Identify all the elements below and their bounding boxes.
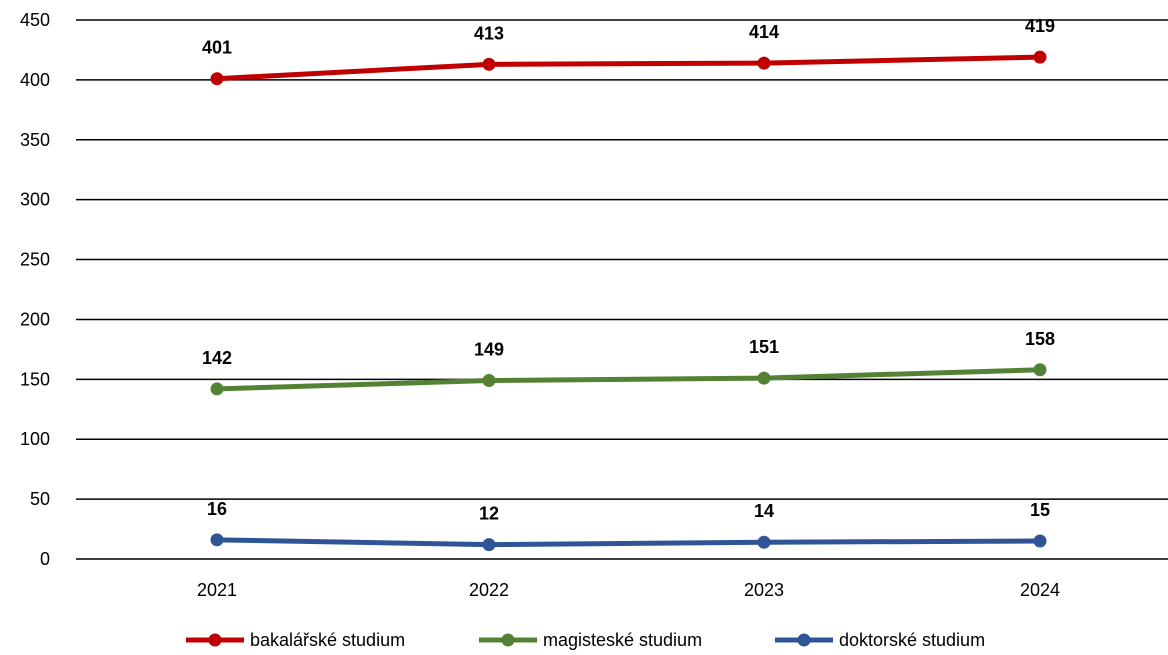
y-tick-label: 300: [20, 190, 50, 210]
data-label: 401: [202, 38, 232, 58]
data-point: [210, 533, 224, 547]
data-point: [1033, 50, 1047, 64]
data-point: [210, 72, 224, 86]
legend-label: bakalářské studium: [250, 630, 405, 650]
data-point: [482, 538, 496, 552]
data-label: 158: [1025, 329, 1055, 349]
data-label: 14: [754, 501, 774, 521]
data-label: 149: [474, 340, 504, 360]
data-label: 413: [474, 23, 504, 43]
series-line: [216, 537, 1041, 548]
data-label: 142: [202, 348, 232, 368]
legend-marker: [797, 633, 811, 647]
data-labels: 401 413 414 419 142 149 151 158 16 12 14 15: [202, 16, 1055, 523]
legend-marker: [501, 633, 515, 647]
y-tick-label: 0: [40, 549, 50, 569]
y-tick-label: 200: [20, 309, 50, 329]
y-tick-label: 150: [20, 369, 50, 389]
legend: bakalářské studium magisteské studium dokt…: [186, 630, 985, 650]
x-tick-label: 2022: [469, 580, 509, 600]
data-label: 414: [749, 22, 779, 42]
data-point: [757, 535, 771, 549]
y-tick-label: 450: [20, 10, 50, 30]
data-label: 419: [1025, 16, 1055, 36]
y-tick-label: 350: [20, 130, 50, 150]
y-tick-label: 50: [30, 489, 50, 509]
x-axis-ticks: 2021 2022 2023 2024: [197, 580, 1060, 600]
data-point: [482, 57, 496, 71]
y-axis-ticks: 0 50 100 150 200 250 300 350 400 450: [20, 10, 50, 569]
data-point: [1033, 534, 1047, 548]
legend-label: doktorské studium: [839, 630, 985, 650]
y-tick-label: 400: [20, 70, 50, 90]
legend-marker: [208, 633, 222, 647]
data-point: [757, 371, 771, 385]
data-point: [1033, 363, 1047, 377]
data-point: [210, 382, 224, 396]
gridlines: [76, 19, 1168, 560]
y-tick-label: 100: [20, 429, 50, 449]
x-tick-label: 2021: [197, 580, 237, 600]
series-group: [210, 50, 1047, 552]
data-label: 12: [479, 504, 499, 524]
data-label: 151: [749, 337, 779, 357]
data-label: 15: [1030, 500, 1050, 520]
data-label: 16: [207, 499, 227, 519]
x-tick-label: 2024: [1020, 580, 1060, 600]
legend-label: magisteské studium: [543, 630, 702, 650]
series-line: [216, 367, 1041, 392]
series-line: [216, 54, 1041, 82]
data-point: [482, 374, 496, 388]
data-point: [757, 56, 771, 70]
x-tick-label: 2023: [744, 580, 784, 600]
y-tick-label: 250: [20, 250, 50, 270]
